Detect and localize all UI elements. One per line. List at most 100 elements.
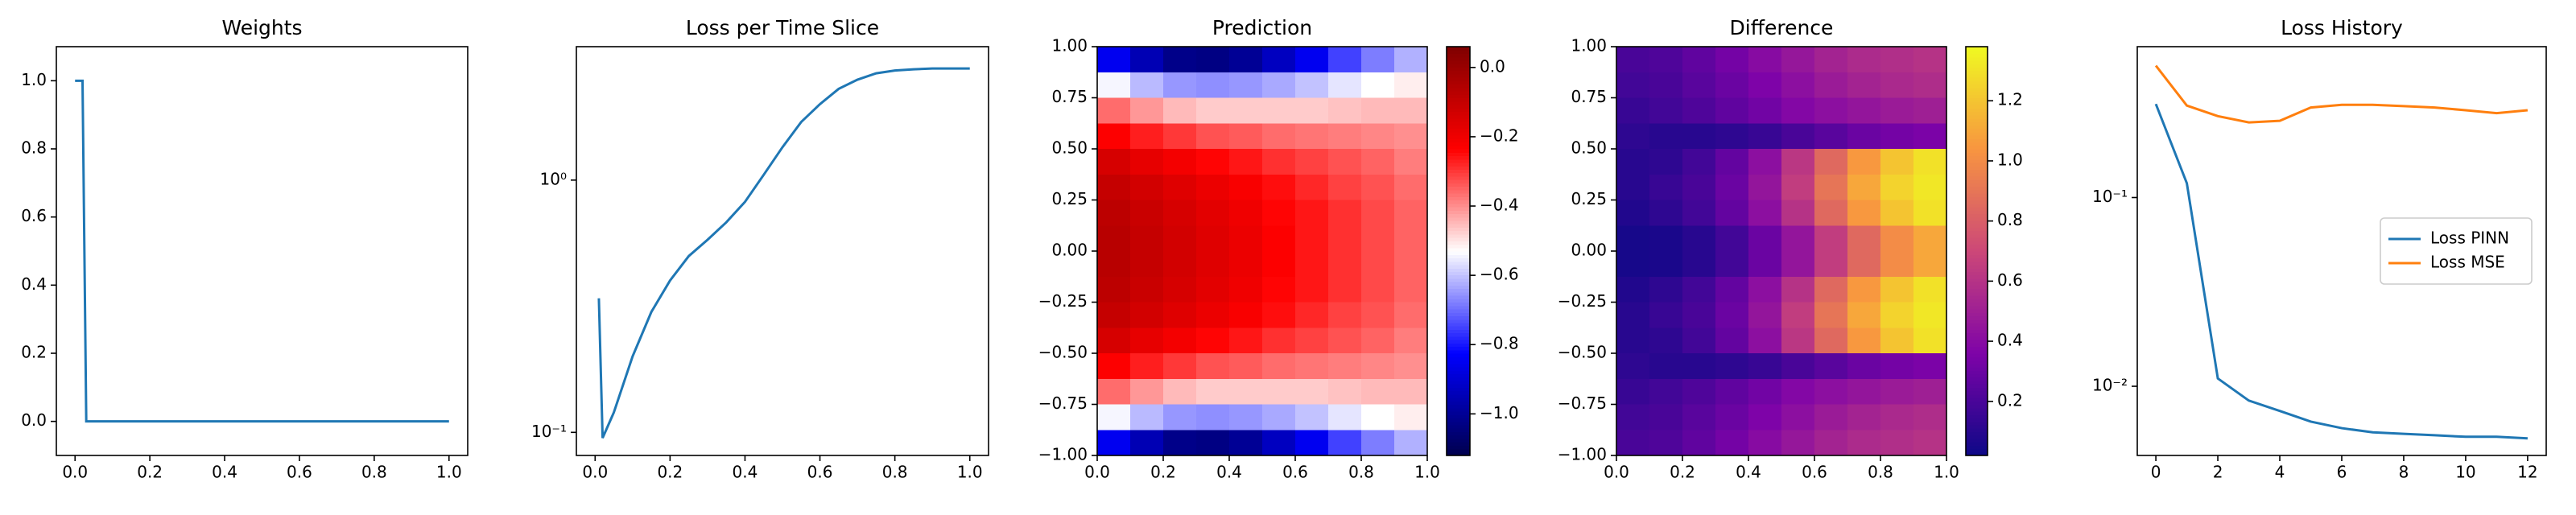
- heatmap-cell: [1682, 251, 1716, 278]
- heatmap-cell: [1229, 328, 1263, 354]
- heatmap-cell: [1295, 225, 1329, 252]
- colorbar-gradient: [1447, 288, 1470, 293]
- heatmap-cell: [1847, 404, 1881, 431]
- colorbar-gradient: [1447, 186, 1470, 191]
- heatmap-cell: [1097, 149, 1131, 175]
- heatmap-cell: [1748, 404, 1782, 431]
- y-tick-label: 1.0: [21, 70, 47, 89]
- heatmap-cell: [1295, 123, 1329, 150]
- heatmap-cell: [1328, 225, 1362, 252]
- colorbar-gradient: [1447, 393, 1470, 398]
- heatmap-cell: [1715, 72, 1749, 99]
- legend-label: Loss PINN: [2430, 229, 2509, 248]
- heatmap-cell: [1163, 251, 1197, 278]
- heatmap-cell: [1847, 276, 1881, 303]
- heatmap-cell: [1295, 276, 1329, 303]
- heatmap-cell: [1748, 174, 1782, 201]
- data-line: [2154, 64, 2529, 124]
- subplot: Prediction 0.0 −0.2 −0.4 −0.6 −0.8 −1.0 0.0 0.2 0…: [1038, 16, 1519, 482]
- colorbar-gradient: [1966, 67, 1988, 72]
- heatmap-cell: [1781, 378, 1815, 406]
- colorbar-gradient: [1966, 104, 1988, 109]
- heatmap-cell: [1262, 225, 1296, 252]
- heatmap-cell: [1616, 302, 1650, 328]
- x-tick-label: 0.2: [1150, 463, 1176, 482]
- subplot: Loss per Time Slice 0.0 0.2 0.4 0.6 0.8 1.0 10⁻…: [531, 16, 989, 482]
- heatmap-cell: [1616, 225, 1650, 252]
- heatmap-cell: [1262, 149, 1296, 175]
- heatmap-cell: [1394, 47, 1428, 73]
- heatmap-cell: [1616, 378, 1650, 406]
- heatmap-cell: [1913, 97, 1947, 124]
- y-tick-label: 0.75: [1051, 87, 1088, 106]
- x-tick-label: 1.0: [1414, 463, 1440, 482]
- heatmap-cell: [1682, 378, 1716, 406]
- heatmap-cell: [1649, 123, 1683, 150]
- colorbar-gradient: [1447, 117, 1470, 122]
- colorbar-gradient: [1966, 299, 1988, 303]
- colorbar-gradient: [1447, 213, 1470, 218]
- heatmap-cell: [1748, 97, 1782, 124]
- colorbar-gradient: [1447, 94, 1470, 99]
- colorbar-gradient: [1447, 264, 1470, 269]
- heatmap-cell: [1394, 72, 1428, 99]
- heatmap-cell: [1748, 72, 1782, 99]
- colorbar-gradient: [1447, 224, 1470, 228]
- heatmap-cell: [1229, 123, 1263, 150]
- colorbar-gradient: [1447, 159, 1470, 163]
- colorbar-gradient: [1447, 73, 1470, 78]
- x-tick-label: 1.0: [1934, 463, 1959, 482]
- heatmap-cell: [1748, 225, 1782, 252]
- heatmap-cell: [1682, 276, 1716, 303]
- heatmap-cell: [1130, 353, 1164, 380]
- colorbar-gradient: [1447, 196, 1470, 201]
- heatmap-cell: [1130, 149, 1164, 175]
- colorbar-gradient: [1966, 410, 1988, 415]
- x-tick-label: 10: [2455, 463, 2475, 482]
- heatmap-cell: [1328, 276, 1362, 303]
- colorbar-gradient: [1447, 84, 1470, 89]
- heatmap-cell: [1229, 225, 1263, 252]
- heatmap-cell: [1814, 200, 1848, 226]
- heatmap-cell: [1715, 47, 1749, 73]
- heatmap-cell: [1715, 123, 1749, 150]
- heatmap-cell: [1682, 430, 1716, 456]
- heatmap-cell: [1748, 302, 1782, 328]
- heatmap-cell: [1715, 328, 1749, 354]
- heatmap-cell: [1748, 47, 1782, 73]
- colorbar-gradient: [1447, 216, 1470, 221]
- heatmap-cell: [1229, 200, 1263, 226]
- subplot-title: Loss History: [2281, 16, 2403, 39]
- heatmap-cell: [1394, 123, 1428, 150]
- legend-frame: [2380, 217, 2533, 285]
- heatmap-cell: [1130, 200, 1164, 226]
- heatmap-cell: [1616, 430, 1650, 456]
- colorbar-gradient: [1447, 80, 1470, 85]
- heatmap-cell: [1328, 302, 1362, 328]
- heatmap-cell: [1880, 353, 1914, 380]
- heatmap-cell: [1262, 47, 1296, 73]
- colorbar-tick-label: −0.4: [1480, 196, 1519, 215]
- colorbar-gradient: [1966, 206, 1988, 211]
- heatmap-cell: [1295, 430, 1329, 456]
- heatmap-cell: [1880, 378, 1914, 406]
- colorbar-gradient: [1447, 162, 1470, 167]
- heatmap-cell: [1880, 276, 1914, 303]
- x-tick-label: 0.4: [1736, 463, 1761, 482]
- y-tick-label: 0.4: [21, 274, 47, 294]
- colorbar-gradient: [1447, 302, 1470, 307]
- colorbar-gradient: [1966, 97, 1988, 102]
- heatmap-cell: [1295, 328, 1329, 354]
- colorbar-tick-label: 0.2: [1997, 390, 2023, 410]
- colorbar-gradient: [1447, 152, 1470, 157]
- heatmap-cell: [1748, 430, 1782, 456]
- heatmap-cell: [1229, 353, 1263, 380]
- colorbar-gradient: [1447, 319, 1470, 323]
- colorbar-gradient: [1966, 159, 1988, 163]
- heatmap-cell: [1880, 251, 1914, 278]
- heatmap-cell: [1847, 149, 1881, 175]
- heatmap-cell: [1196, 430, 1230, 456]
- colorbar-gradient: [1447, 431, 1470, 436]
- colorbar-gradient: [1966, 114, 1988, 119]
- colorbar-gradient: [1966, 77, 1988, 81]
